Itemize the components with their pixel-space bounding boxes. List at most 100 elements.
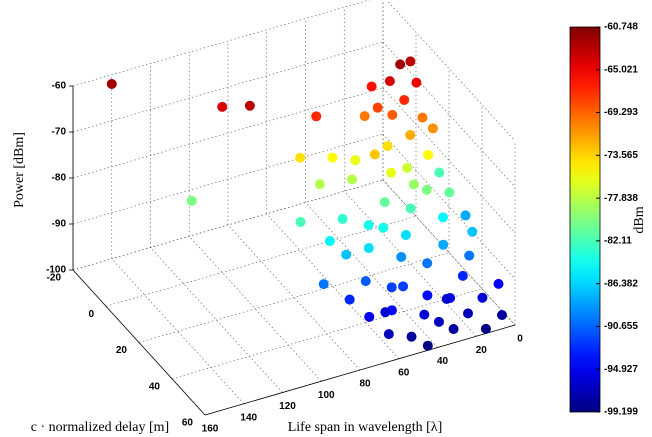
- grid-line: [72, 133, 384, 225]
- x-tick-label: 80: [359, 379, 371, 390]
- point: [497, 309, 508, 320]
- point: [433, 316, 444, 327]
- colorbar-tick-label: -77.838: [604, 193, 638, 204]
- grid-line: [105, 215, 417, 307]
- point: [360, 276, 371, 287]
- point: [477, 292, 488, 303]
- point: [441, 293, 452, 304]
- colorbar-tick-label: -94.927: [604, 364, 638, 375]
- point: [387, 109, 398, 120]
- point: [400, 229, 411, 240]
- x-tick-label: 140: [240, 412, 257, 423]
- colorbar-tick-label: -99.199: [604, 407, 638, 418]
- point: [417, 112, 428, 123]
- point: [405, 129, 416, 140]
- grid-line: [72, 0, 371, 87]
- grid-line: [382, 41, 516, 188]
- point: [421, 184, 432, 195]
- point: [444, 187, 455, 198]
- point: [448, 324, 459, 335]
- x-tick-label: 100: [318, 390, 335, 401]
- point: [337, 213, 348, 224]
- point: [405, 56, 416, 67]
- colorbar-tick-label: -60.748: [604, 22, 638, 33]
- point: [244, 100, 255, 111]
- x-tick-label: 120: [279, 401, 296, 412]
- grid-line: [344, 191, 477, 337]
- point: [419, 309, 430, 320]
- grid-line: [189, 236, 322, 382]
- point: [341, 249, 352, 260]
- x-tick-label: 20: [476, 345, 488, 356]
- z-tick-label: -80: [52, 173, 67, 184]
- z-tick-label: -90: [52, 219, 67, 230]
- point: [350, 155, 361, 166]
- point: [402, 163, 413, 174]
- y-tick-label: -20: [47, 273, 62, 284]
- point: [344, 294, 355, 305]
- x-tick-label: 160: [202, 424, 219, 435]
- point: [359, 111, 370, 122]
- point: [347, 174, 358, 185]
- point: [382, 141, 393, 152]
- point: [364, 311, 375, 322]
- point: [423, 150, 434, 160]
- point: [369, 149, 380, 160]
- z-axis-label: Power [dBm]: [12, 132, 27, 208]
- grid-line: [382, 179, 516, 326]
- point: [386, 167, 397, 178]
- point: [379, 197, 390, 208]
- y-tick-label: 60: [182, 418, 194, 429]
- colorbar-tick-label: -86.382: [604, 278, 638, 289]
- point: [457, 270, 468, 281]
- colorbar-tick-label: -73.565: [604, 150, 638, 161]
- z-tick-label: -100: [46, 265, 66, 276]
- point: [464, 250, 475, 261]
- point: [386, 282, 397, 293]
- point: [295, 216, 306, 227]
- grid-line: [72, 179, 384, 271]
- point: [327, 152, 338, 163]
- z-tick-label: -60: [52, 81, 67, 92]
- grid-line: [266, 213, 399, 359]
- point: [295, 152, 306, 163]
- point: [318, 279, 329, 290]
- point: [438, 212, 449, 223]
- point: [366, 81, 377, 92]
- grid-line: [382, 133, 516, 280]
- point: [463, 308, 473, 319]
- point: [408, 179, 419, 190]
- grid-line: [382, 179, 516, 326]
- grid-line: [386, 0, 516, 142]
- point: [396, 252, 407, 263]
- point: [467, 226, 478, 237]
- axis-line: [204, 324, 516, 416]
- point: [311, 111, 322, 122]
- point: [406, 331, 417, 342]
- point: [399, 94, 410, 105]
- y-tick-label: 40: [149, 381, 161, 392]
- point: [480, 323, 491, 334]
- x-tick-label: 60: [398, 367, 410, 378]
- point: [395, 59, 406, 70]
- colorbar-tick-label: -82.11: [604, 236, 632, 247]
- axis-line: [72, 269, 206, 416]
- point: [422, 340, 433, 351]
- point: [427, 123, 438, 134]
- colorbar-label: dBm: [632, 206, 647, 233]
- grid-line: [382, 87, 516, 234]
- grid-line: [305, 202, 438, 348]
- grid-line: [72, 41, 384, 133]
- point: [186, 195, 197, 206]
- y-tick-label: 0: [88, 309, 94, 320]
- x-tick-label: 0: [517, 334, 523, 345]
- points: [106, 56, 508, 351]
- colorbar-tick-label: -69.293: [604, 107, 638, 118]
- point: [398, 281, 409, 292]
- z-tick-label: -70: [52, 127, 67, 138]
- point: [383, 329, 394, 340]
- point: [314, 179, 325, 190]
- point: [422, 290, 433, 301]
- colorbar: [569, 26, 601, 413]
